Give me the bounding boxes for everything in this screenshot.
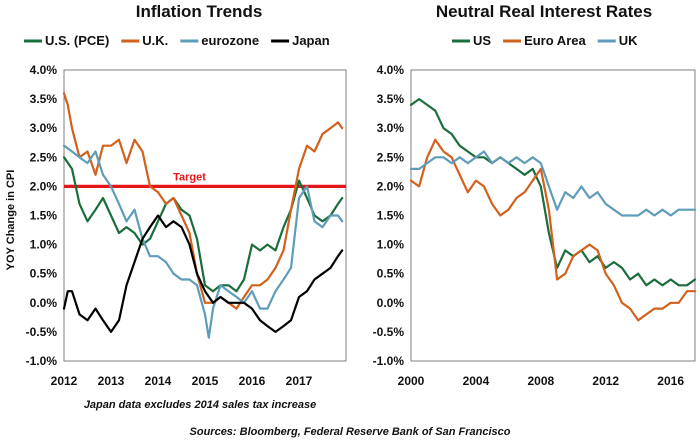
chart-title: Inflation Trends bbox=[136, 2, 263, 21]
legend-label-us: US bbox=[473, 33, 491, 48]
x-tick-label: 2013 bbox=[98, 374, 125, 388]
x-tick-label: 2016 bbox=[657, 374, 684, 388]
y-tick-label: 0.5% bbox=[377, 267, 405, 281]
y-tick-label: -0.5% bbox=[26, 325, 58, 339]
y-tick-label: 3.5% bbox=[30, 92, 58, 106]
chart-title: Neutral Real Interest Rates bbox=[436, 2, 652, 21]
series-line-uk bbox=[409, 150, 697, 217]
y-tick-label: 1.5% bbox=[30, 209, 58, 223]
series-line-u-s-pce bbox=[62, 156, 344, 293]
x-tick-label: 2004 bbox=[463, 374, 490, 388]
x-tick-label: 2015 bbox=[192, 374, 219, 388]
series-line-japan bbox=[62, 214, 344, 333]
y-tick-label: 2.0% bbox=[30, 179, 58, 193]
y-tick-label: 3.0% bbox=[377, 121, 405, 135]
y-tick-label: -1.0% bbox=[373, 354, 405, 368]
y-tick-label: 2.0% bbox=[377, 179, 405, 193]
source-note: Sources: Bloomberg, Federal Reserve Bank… bbox=[190, 426, 511, 438]
x-tick-label: 2008 bbox=[527, 374, 554, 388]
series-line-euro-area bbox=[409, 138, 697, 322]
series-line-us bbox=[409, 97, 697, 287]
chart-inflation-trends: Inflation Trends U.S. (PCE) U.K. eurozone J… bbox=[5, 2, 347, 411]
plot-frame bbox=[410, 69, 696, 362]
legend-label-u-s-pce: U.S. (PCE) bbox=[45, 33, 109, 48]
x-tick-label: 2017 bbox=[286, 374, 313, 388]
y-tick-label: 3.5% bbox=[377, 92, 405, 106]
legend-label-u-k: U.K. bbox=[142, 33, 168, 48]
y-tick-label: 1.5% bbox=[377, 209, 405, 223]
plot-area: -1.0% -0.5% 0.0% 0.5% 1.0% 1.5% 2.0% 2.5% 3.0% 3.… bbox=[373, 63, 697, 388]
y-tick-label: 0.0% bbox=[30, 296, 58, 310]
y-axis-label: YOY Change in CPI bbox=[5, 170, 17, 271]
plot-frame bbox=[63, 69, 347, 362]
y-tick-label: 0.0% bbox=[377, 296, 405, 310]
series-line-u-k bbox=[62, 92, 344, 310]
y-tick-label: 2.5% bbox=[377, 150, 405, 164]
series-line-eurozone bbox=[62, 144, 344, 339]
plot-area: -1.0% -0.5% 0.0% 0.5% 1.0% 1.5% 2.0% 2.5% 3.0% 3.… bbox=[26, 63, 347, 388]
legend-label-japan: Japan bbox=[292, 33, 330, 48]
footnote: Japan data excludes 2014 sales tax incre… bbox=[84, 399, 316, 411]
y-tick-label: 1.0% bbox=[377, 238, 405, 252]
legend-label-eurozone: eurozone bbox=[201, 33, 259, 48]
y-tick-label: 3.0% bbox=[30, 121, 58, 135]
legend-label-uk: UK bbox=[619, 33, 638, 48]
legend: U.S. (PCE) U.K. eurozone Japan bbox=[24, 33, 330, 48]
y-tick-label: -1.0% bbox=[26, 354, 58, 368]
y-tick-label: -0.5% bbox=[373, 325, 405, 339]
x-tick-label: 2012 bbox=[592, 374, 619, 388]
legend-label-euro-area: Euro Area bbox=[524, 33, 586, 48]
x-tick-label: 2016 bbox=[239, 374, 266, 388]
x-tick-label: 2014 bbox=[145, 374, 172, 388]
target-label: Target bbox=[173, 171, 206, 183]
y-tick-label: 0.5% bbox=[30, 267, 58, 281]
y-tick-label: 4.0% bbox=[377, 63, 405, 77]
y-tick-label: 2.5% bbox=[30, 150, 58, 164]
y-tick-label: 4.0% bbox=[30, 63, 58, 77]
x-tick-label: 2000 bbox=[398, 374, 425, 388]
y-tick-label: 1.0% bbox=[30, 238, 58, 252]
x-tick-label: 2012 bbox=[51, 374, 78, 388]
legend: US Euro Area UK bbox=[452, 33, 638, 48]
chart-neutral-real-interest-rates: Neutral Real Interest Rates US Euro Area U… bbox=[373, 2, 697, 388]
